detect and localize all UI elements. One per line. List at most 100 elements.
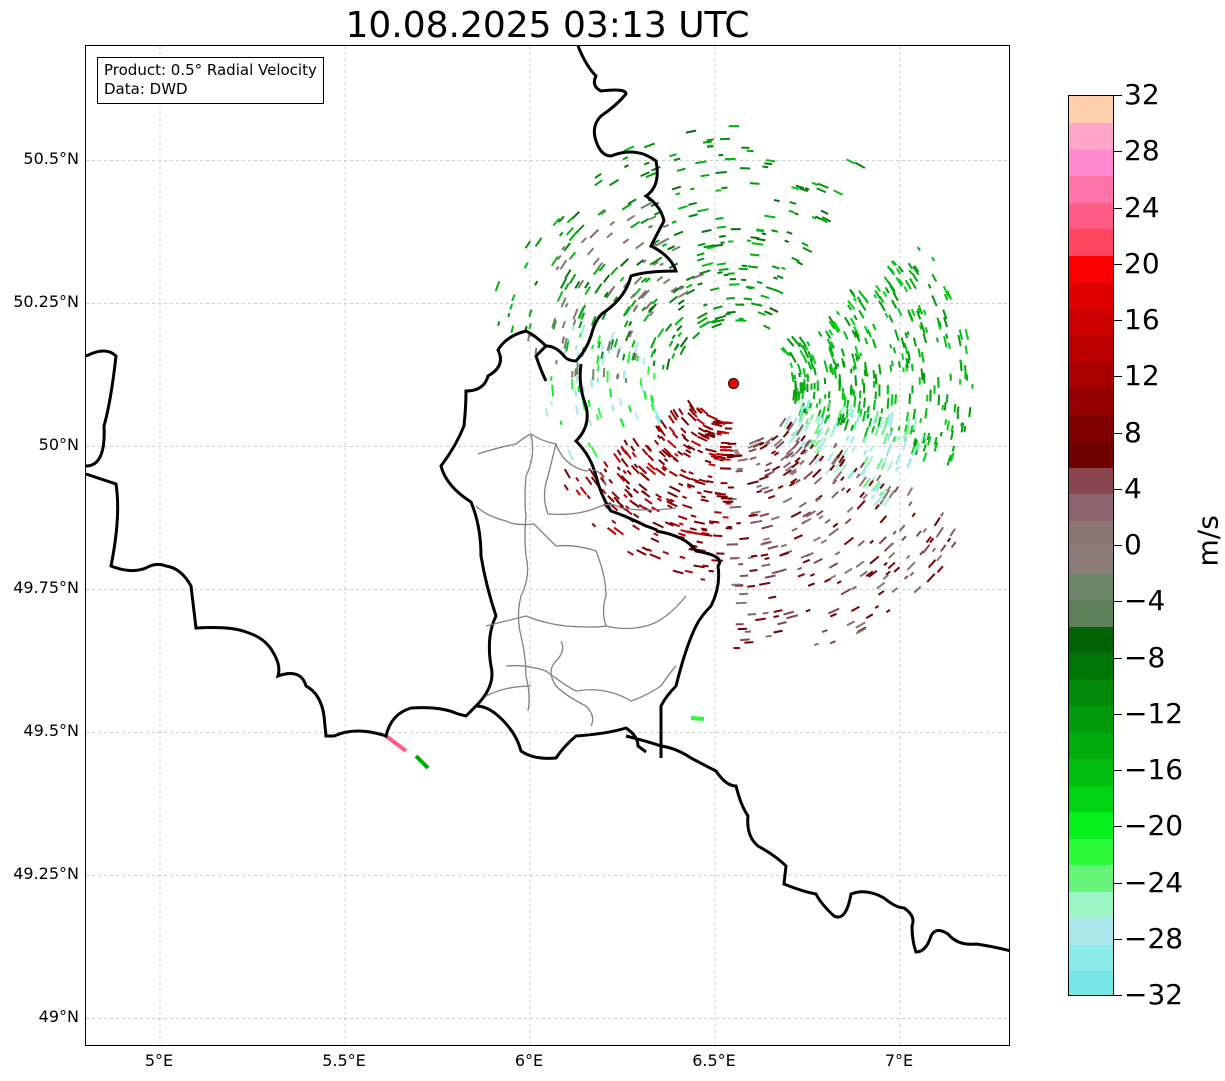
colorbar-segment-17 [1069,520,1113,548]
echo-gate-4-131 [679,555,686,560]
echo-gate-4-46 [701,528,708,532]
echo-gate-2-8 [895,453,902,465]
echo-gate-1-313 [812,391,816,400]
echo-gate-1-268 [858,290,867,301]
echo-gate-6-25 [560,297,567,308]
echo-gate-3-71 [756,519,763,523]
echo-gate-1-80 [823,360,829,373]
echo-gate-4-87 [725,527,733,530]
echo-gate-4-124 [647,462,656,471]
echo-gate-4-212 [698,478,709,484]
echo-gate-0-12 [713,305,723,310]
echo-gate-5-32 [580,324,586,335]
echo-gate-1-213 [864,361,868,371]
echo-gate-0-139 [741,264,748,267]
echo-gate-4-57 [601,488,607,495]
echo-gate-1-172 [794,380,798,391]
echo-gate-0-84 [650,336,657,349]
echo-gate-4-229 [611,519,617,525]
echo-gate-1-38 [833,367,838,379]
echo-gate-1-171 [945,333,949,339]
echo-gate-4-234 [720,467,731,470]
echo-gate-5-55 [650,403,655,412]
echo-gate-3-222 [931,547,937,553]
echo-gate-3-93 [851,585,857,591]
map-plot-area[interactable] [85,45,1010,1046]
echo-gate-5-4 [609,331,615,342]
echo-gate-4-201 [613,452,622,463]
echo-gate-1-154 [789,362,794,368]
echo-gate-0-167 [671,334,676,340]
echo-gate-3-183 [736,467,743,471]
echo-gate-1-149 [904,279,912,290]
echo-gate-4-19 [659,418,668,430]
colorbar-tick-label-2: 24 [1124,190,1160,224]
colorbar-tick-label-12: −16 [1124,753,1184,786]
echo-gate-2-76 [903,436,908,443]
echo-gate-4-218 [696,406,703,414]
echo-gate-0-18 [690,187,695,191]
echo-gate-4-216 [716,552,725,555]
echo-gate-0-232 [677,299,685,306]
echo-gate-6-57 [564,302,569,308]
echo-gate-1-110 [834,362,838,370]
echo-gate-1-242 [884,312,889,318]
echo-gate-1-176 [939,431,943,437]
colorbar-tick-mark-9 [1114,601,1122,603]
echo-gate-1-221 [897,426,901,431]
echo-gate-4-113 [693,520,706,525]
echo-streak-0 [384,734,408,753]
echo-gate-0-219 [580,312,586,320]
echo-gate-2-62 [809,413,814,421]
echo-gate-3-78 [840,587,852,596]
echo-gate-4-179 [641,448,649,456]
colorbar-segment-32 [1069,122,1113,150]
echo-gate-0-67 [613,338,619,348]
echo-gate-2-25 [880,462,886,471]
chart-title: 10.08.2025 03:13 UTC [345,5,750,46]
echo-gate-4-144 [622,469,627,475]
lat-tick-label-3: 49.75°N [13,578,79,598]
echo-gate-2-44 [814,415,819,423]
echo-gate-0-196 [661,364,665,370]
echo-gate-0-28 [649,261,655,266]
echo-gate-0-171 [679,336,689,348]
colorbar-tick-label-15: −28 [1124,921,1184,955]
colorbar-tick-mark-5 [1114,376,1122,378]
echo-gate-4-213 [647,548,652,552]
echo-gate-3-70 [790,470,797,476]
echo-gate-3-167 [771,465,781,472]
echo-gate-0-248 [696,311,708,320]
echo-gate-1-18 [922,444,927,452]
echo-gate-5-52 [623,370,626,379]
echo-gate-2-88 [834,420,839,429]
colorbar-segment-26 [1069,281,1113,309]
echo-gate-4-49 [708,452,717,457]
radar-site-marker[interactable] [728,377,739,389]
echo-gate-3-246 [758,475,769,481]
echo-gate-1-60 [816,380,819,392]
echo-gate-3-211 [925,536,932,544]
echo-gate-0-236 [696,252,705,257]
echo-gate-3-60 [874,605,880,609]
echo-gate-4-91 [631,451,637,458]
echo-gate-1-225 [802,408,806,414]
echo-gate-6-45 [632,306,638,313]
echo-gate-1-203 [854,330,861,342]
colorbar-tick-label-10: −8 [1124,640,1166,674]
echo-gate-5-31 [611,404,615,412]
echo-gate-4-136 [722,516,729,519]
echo-gate-0-9 [802,246,813,254]
echo-gate-3-31 [859,570,868,578]
echo-gate-1-11 [877,416,882,428]
echo-gate-3-64 [919,550,925,556]
echo-gate-1-290 [815,403,819,408]
echo-gate-3-226 [891,587,899,593]
echo-gate-6-13 [576,362,579,375]
lat-tick-label-4: 49.5°N [23,721,79,741]
echo-gate-2-77 [886,413,891,426]
echo-gate-4-175 [632,488,639,494]
colorbar-tick-label-7: 4 [1124,471,1142,505]
echo-gate-2-43 [799,400,804,410]
echo-gate-2-16 [920,433,925,443]
